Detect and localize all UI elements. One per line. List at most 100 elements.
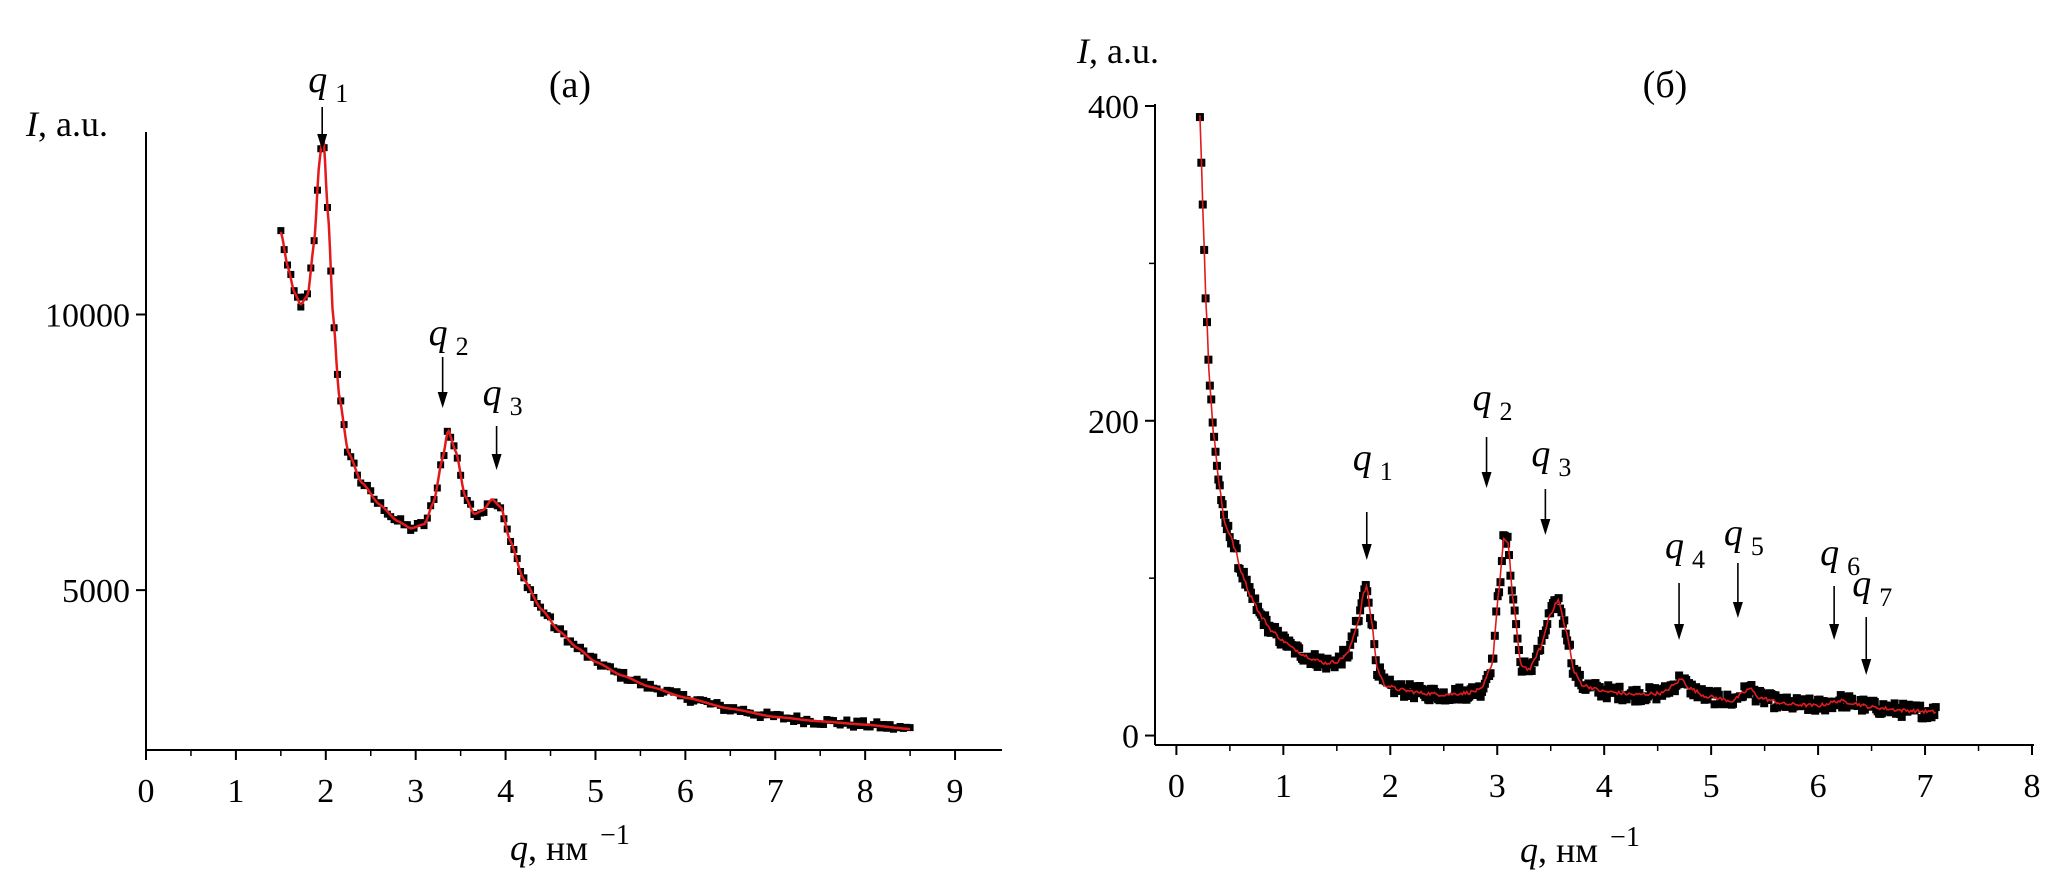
data-point: [363, 481, 371, 489]
fit-line: [279, 135, 911, 731]
data-point: [1475, 682, 1484, 691]
x-axis-var: q: [1520, 830, 1538, 870]
data-point: [776, 711, 784, 719]
data-point: [473, 513, 481, 521]
peak-label-base: q: [1724, 512, 1743, 554]
x-tick-label: 2: [1382, 768, 1399, 805]
data-point: [1261, 611, 1270, 620]
data-point: [1418, 685, 1427, 694]
data-point: [1503, 532, 1512, 541]
data-point: [1781, 702, 1790, 711]
data-point: [467, 500, 475, 508]
x-tick-label: 0: [138, 773, 155, 810]
y-tick-label: 400: [1088, 89, 1139, 126]
data-point: [646, 680, 654, 688]
data-point: [1385, 675, 1394, 684]
data-point: [1689, 691, 1698, 700]
data-point: [790, 717, 798, 725]
x-tick-label: 7: [1917, 768, 1934, 805]
peak-label-base: q: [1820, 532, 1839, 574]
data-point: [1833, 701, 1842, 710]
data-point: [1476, 692, 1485, 701]
data-point: [1465, 692, 1474, 701]
data-point: [1860, 705, 1869, 714]
data-point: [1828, 704, 1837, 713]
data-point: [1232, 544, 1241, 553]
data-point: [1890, 699, 1899, 708]
data-point: [1665, 688, 1674, 697]
data-point: [906, 724, 914, 732]
data-point: [1571, 672, 1580, 681]
data-point: [1747, 681, 1756, 690]
data-point: [403, 521, 411, 529]
panel-label: (б): [1643, 64, 1688, 106]
data-point: [1754, 693, 1763, 702]
peak-label-sub: 3: [1558, 453, 1571, 482]
data-point: [1675, 671, 1684, 680]
data-point: [1337, 660, 1346, 669]
peak-label-sub: 1: [1380, 457, 1393, 486]
data-points: [1195, 113, 1940, 723]
x-axis-unit-sup: −1: [600, 820, 630, 851]
data-point: [1789, 702, 1798, 711]
data-point: [1238, 574, 1247, 583]
data-point: [843, 716, 851, 724]
data-point: [1523, 659, 1532, 668]
data-point: [1262, 615, 1271, 624]
peak-arrow-head: [1540, 519, 1551, 535]
peak-label-base: q: [1473, 377, 1492, 419]
data-point: [1341, 646, 1350, 655]
data-points: [277, 144, 914, 733]
data-point: [377, 499, 385, 507]
data-point: [1546, 609, 1555, 618]
data-point: [1551, 605, 1560, 614]
data-point: [1411, 682, 1420, 691]
data-point: [1692, 683, 1701, 692]
peak-label-base: q: [1852, 563, 1871, 605]
x-tick-label: 6: [677, 773, 694, 810]
peak-label-sub: 2: [456, 332, 469, 361]
y-axis-title: I, a.u.: [25, 104, 108, 144]
data-point: [1835, 696, 1844, 705]
data-point: [1726, 693, 1735, 702]
peak-arrow-head: [1829, 624, 1840, 640]
data-point: [1670, 687, 1679, 696]
data-point: [1811, 706, 1820, 715]
data-point: [1224, 521, 1233, 530]
data-point: [620, 668, 628, 676]
data-point: [1344, 651, 1353, 660]
data-point: [1435, 696, 1444, 705]
data-point: [850, 723, 858, 731]
data-point: [1242, 575, 1251, 584]
data-point: [1772, 703, 1781, 712]
data-point: [557, 625, 565, 633]
x-tick-label: 5: [1703, 768, 1720, 805]
peak-arrow-head: [1361, 544, 1372, 560]
data-point: [1903, 707, 1912, 716]
data-point: [1842, 703, 1851, 712]
data-point: [1805, 694, 1814, 703]
data-point: [1560, 616, 1569, 625]
data-point: [1870, 698, 1879, 707]
data-point: [1431, 687, 1440, 696]
data-point: [1615, 682, 1624, 691]
data-point: [1410, 694, 1419, 703]
data-point: [576, 643, 584, 651]
data-point: [1916, 701, 1925, 710]
data-point: [1629, 690, 1638, 699]
data-point: [1819, 697, 1828, 706]
data-point: [1502, 539, 1511, 548]
y-tick-label: 0: [1122, 719, 1139, 756]
x-axis-unit: , нм: [528, 828, 588, 868]
x-tick-label: 2: [317, 773, 334, 810]
data-point: [1375, 663, 1384, 672]
data-point: [1336, 656, 1345, 665]
data-point: [716, 701, 724, 709]
